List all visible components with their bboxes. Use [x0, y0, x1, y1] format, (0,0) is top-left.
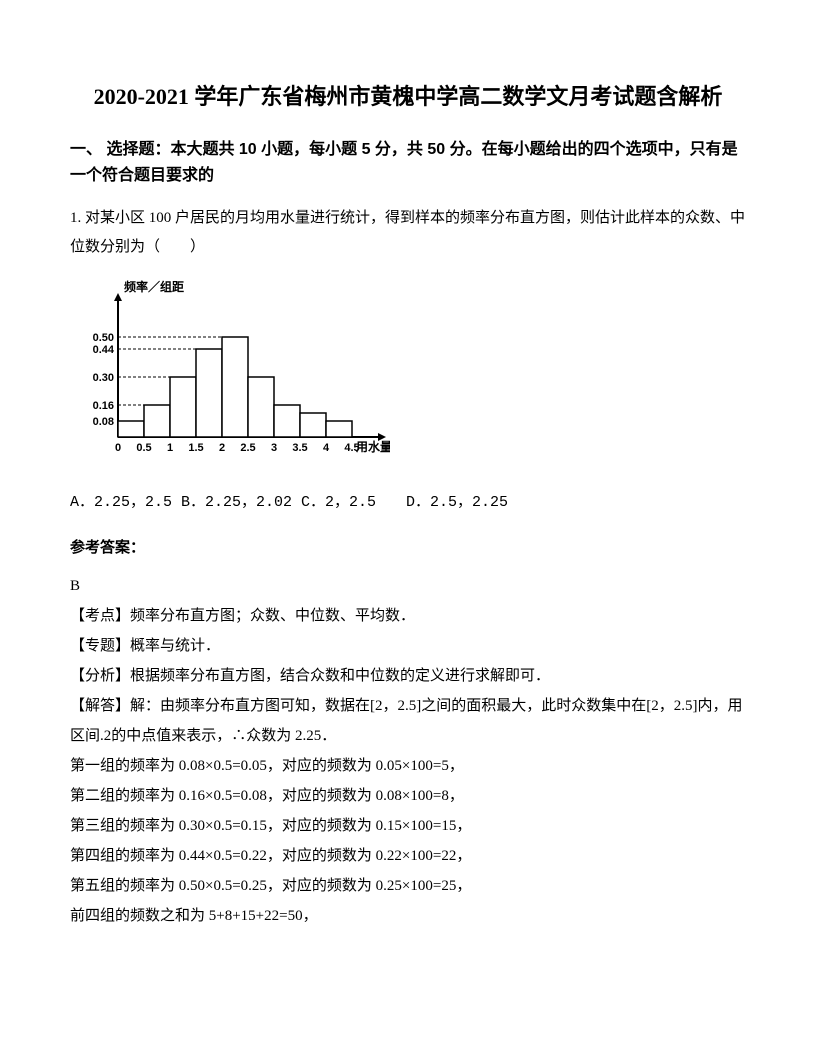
svg-text:0.30: 0.30	[93, 372, 114, 384]
page-title: 2020-2021 学年广东省梅州市黄槐中学高二数学文月考试题含解析	[70, 80, 746, 113]
svg-text:0.44: 0.44	[93, 344, 115, 356]
svg-text:0: 0	[115, 442, 121, 454]
answer-value: B	[70, 571, 746, 601]
solution-group4: 第四组的频率为 0.44×0.5=0.22，对应的频数为 0.22×100=22…	[70, 841, 746, 871]
answer-label: 参考答案：	[70, 534, 746, 561]
solution-group3: 第三组的频率为 0.30×0.5=0.15，对应的频数为 0.15×100=15…	[70, 811, 746, 841]
svg-text:频率／组距: 频率／组距	[124, 279, 184, 294]
svg-text:2: 2	[219, 442, 225, 454]
svg-text:1: 1	[167, 442, 173, 454]
svg-text:2.5: 2.5	[240, 442, 255, 454]
svg-text:3: 3	[271, 442, 277, 454]
solution-sum: 前四组的频数之和为 5+8+15+22=50，	[70, 901, 746, 931]
svg-text:0.16: 0.16	[93, 400, 114, 412]
solution-zhuanti: 【专题】概率与统计．	[70, 631, 746, 661]
solution-group1: 第一组的频率为 0.08×0.5=0.05，对应的频数为 0.05×100=5，	[70, 751, 746, 781]
histogram-chart: 频率／组距 0.08 0.16 0.30 0.440.50 0 0.5 1 1.5 2 2.5 3 3.…	[70, 277, 746, 477]
svg-text:0.08: 0.08	[93, 416, 114, 428]
question-options: A．2.25，2.5 B．2.25，2.02 C．2，2.5 D．2.5，2.2…	[70, 489, 746, 516]
section-header: 一、 选择题：本大题共 10 小题，每小题 5 分，共 50 分。在每小题给出的…	[70, 137, 746, 188]
solution-jieda: 【解答】解：由频率分布直方图可知，数据在[2，2.5]之间的面积最大，此时众数集…	[70, 691, 746, 751]
solution-kaodian: 【考点】频率分布直方图；众数、中位数、平均数．	[70, 601, 746, 631]
solution-group5: 第五组的频率为 0.50×0.5=0.25，对应的频数为 0.25×100=25…	[70, 871, 746, 901]
svg-text:0.5: 0.5	[136, 442, 151, 454]
solution-fenxi: 【分析】根据频率分布直方图，结合众数和中位数的定义进行求解即可．	[70, 661, 746, 691]
svg-text:0.50: 0.50	[93, 332, 114, 344]
svg-text:用水量(吨): 用水量(吨)	[355, 439, 390, 454]
svg-text:4: 4	[323, 442, 330, 454]
svg-text:1.5: 1.5	[188, 442, 203, 454]
solution-group2: 第二组的频率为 0.16×0.5=0.08，对应的频数为 0.08×100=8，	[70, 781, 746, 811]
question-text: 1. 对某小区 100 户居民的月均用水量进行统计，得到样本的频率分布直方图，则…	[70, 204, 746, 261]
svg-text:3.5: 3.5	[292, 442, 307, 454]
